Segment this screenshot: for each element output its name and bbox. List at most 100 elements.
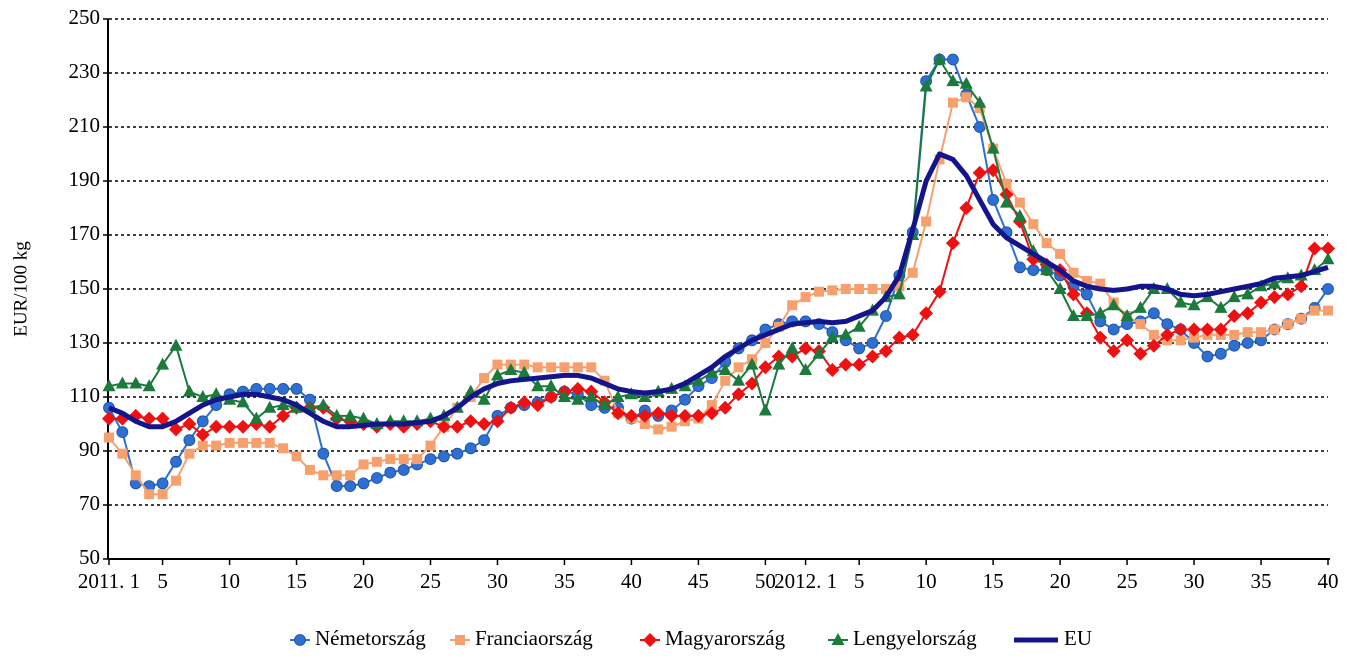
data-point	[477, 417, 492, 431]
data-point	[758, 360, 773, 375]
data-point	[1296, 313, 1307, 324]
data-point	[570, 381, 585, 396]
x-tick-label: 30	[487, 569, 508, 593]
data-point	[477, 392, 491, 405]
data-point	[196, 415, 209, 428]
data-point	[182, 384, 196, 397]
data-point	[974, 103, 985, 114]
data-point	[892, 287, 906, 300]
data-point	[169, 338, 183, 351]
data-point	[907, 267, 918, 278]
x-tick-label: 10	[219, 569, 240, 593]
data-point	[972, 165, 987, 180]
data-point	[249, 411, 263, 424]
data-point	[1147, 307, 1160, 320]
data-point	[664, 408, 679, 423]
data-point	[264, 437, 275, 448]
data-point	[611, 406, 626, 421]
data-point	[1294, 279, 1309, 294]
data-point	[170, 475, 181, 486]
data-point	[1133, 300, 1147, 313]
legend-item: EU	[1014, 626, 1092, 650]
data-point	[1213, 322, 1228, 337]
data-point	[1093, 330, 1108, 345]
y-tick-label: 170	[69, 221, 101, 245]
x-tick-label: 20	[353, 569, 374, 593]
data-point	[827, 285, 838, 296]
data-point	[933, 52, 947, 65]
x-tick-label: 10	[916, 569, 937, 593]
data-point	[1214, 300, 1228, 313]
data-point	[144, 489, 155, 500]
data-point	[262, 419, 277, 434]
data-point	[1242, 327, 1253, 338]
legend-item: Németország	[290, 626, 426, 650]
data-point	[276, 408, 291, 423]
data-point	[1013, 209, 1027, 222]
data-point	[343, 408, 357, 421]
legend-label: EU	[1064, 626, 1092, 650]
legend-marker	[643, 633, 657, 647]
data-point	[450, 419, 465, 434]
series-line	[108, 58, 1329, 488]
data-point	[919, 79, 933, 92]
data-point	[492, 359, 503, 370]
x-tick-label: 5	[157, 569, 168, 593]
data-point	[785, 341, 799, 354]
data-point	[945, 236, 960, 251]
data-point	[291, 451, 302, 462]
y-tick-label: 190	[69, 167, 101, 191]
data-point	[317, 447, 330, 460]
data-point	[959, 76, 973, 89]
data-point	[905, 327, 920, 342]
data-point	[1066, 287, 1081, 302]
data-point	[1014, 197, 1025, 208]
data-point	[880, 284, 891, 294]
data-point	[732, 373, 746, 386]
data-point	[195, 427, 210, 442]
data-point	[838, 357, 853, 372]
data-point	[852, 319, 866, 332]
data-point	[424, 453, 437, 466]
data-point	[251, 437, 262, 448]
data-point	[1175, 335, 1186, 346]
y-tick-label: 250	[69, 5, 101, 29]
x-tick-label: 40	[621, 569, 642, 593]
data-point	[1187, 322, 1202, 337]
data-point	[1160, 327, 1175, 342]
data-point	[142, 411, 157, 426]
y-tick-label: 210	[69, 113, 101, 137]
data-point	[1135, 319, 1146, 330]
data-point	[116, 426, 129, 439]
x-tick-label: 45	[688, 569, 709, 593]
data-point	[718, 363, 732, 375]
data-point	[866, 337, 879, 349]
data-point	[946, 74, 960, 87]
data-point	[867, 284, 878, 294]
data-point	[1055, 248, 1066, 259]
x-tick-label: 40	[1318, 569, 1339, 593]
legend-marker	[831, 633, 845, 645]
data-point	[651, 406, 666, 421]
data-point	[959, 201, 974, 215]
data-point	[932, 284, 947, 299]
data-point	[1041, 238, 1052, 249]
data-point	[357, 477, 370, 490]
data-point	[666, 421, 677, 432]
data-point	[921, 216, 932, 227]
y-tick-label: 110	[69, 383, 100, 407]
data-point	[1214, 347, 1227, 360]
data-point	[1307, 241, 1322, 256]
data-point	[196, 390, 210, 402]
data-point	[1120, 309, 1134, 321]
x-tick-label: 15	[983, 569, 1004, 593]
data-point	[330, 408, 344, 421]
data-point	[1001, 178, 1012, 189]
data-point	[973, 121, 986, 133]
data-point	[584, 390, 598, 402]
y-tick-label: 150	[69, 275, 101, 299]
data-point	[168, 422, 183, 437]
data-point	[733, 362, 744, 373]
data-point	[1321, 252, 1335, 265]
data-point	[852, 357, 867, 372]
